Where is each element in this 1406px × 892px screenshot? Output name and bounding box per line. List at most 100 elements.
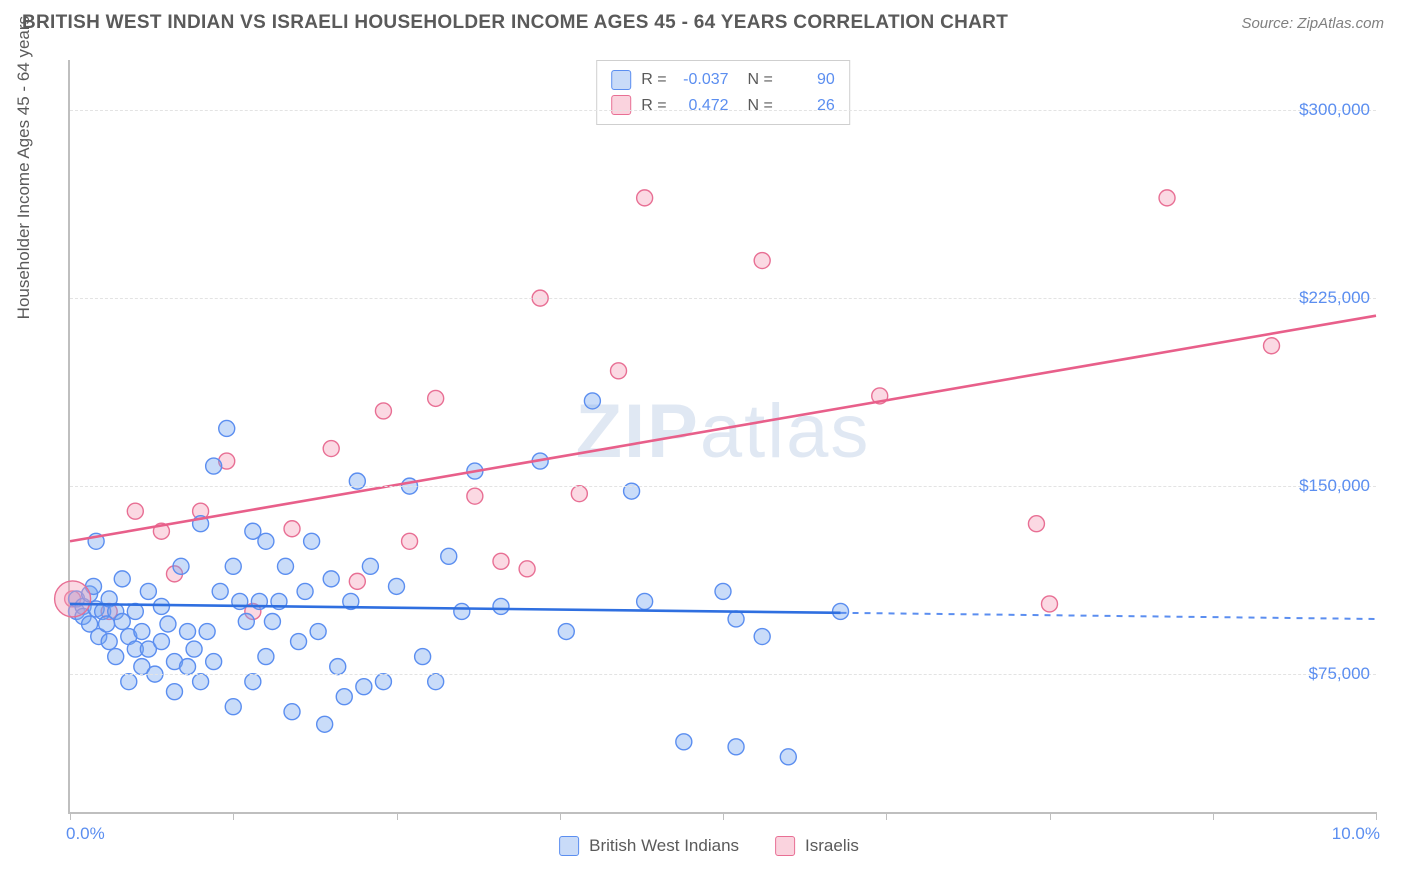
data-point-pink <box>1042 596 1058 612</box>
data-point-blue <box>676 734 692 750</box>
stats-legend-box: R = -0.037 N = 90 R = 0.472 N = 26 <box>596 60 850 125</box>
stat-r-blue: -0.037 <box>677 67 729 93</box>
data-point-blue <box>173 558 189 574</box>
swatch-blue-icon <box>559 836 579 856</box>
stat-r-pink: 0.472 <box>677 93 729 119</box>
data-point-blue <box>245 674 261 690</box>
data-point-blue <box>310 624 326 640</box>
data-point-blue <box>160 616 176 632</box>
data-point-blue <box>330 659 346 675</box>
data-point-pink <box>571 486 587 502</box>
data-point-pink <box>1028 516 1044 532</box>
data-point-blue <box>584 393 600 409</box>
data-point-blue <box>637 593 653 609</box>
swatch-pink-icon <box>611 95 631 115</box>
data-point-blue <box>428 674 444 690</box>
data-point-pink <box>323 441 339 457</box>
data-point-pink <box>493 553 509 569</box>
data-point-blue <box>225 699 241 715</box>
data-point-pink <box>1264 338 1280 354</box>
chart-title: BRITISH WEST INDIAN VS ISRAELI HOUSEHOLD… <box>22 12 1008 34</box>
data-point-blue <box>238 613 254 629</box>
data-point-blue <box>199 624 215 640</box>
data-point-pink <box>637 190 653 206</box>
data-point-blue <box>206 458 222 474</box>
data-point-blue <box>728 739 744 755</box>
data-point-pink <box>519 561 535 577</box>
data-point-blue <box>219 420 235 436</box>
stat-n-blue: 90 <box>783 67 835 93</box>
data-point-blue <box>206 654 222 670</box>
data-point-blue <box>180 624 196 640</box>
data-point-pink <box>375 403 391 419</box>
y-axis-label: Householder Income Ages 45 - 64 years <box>14 16 34 319</box>
n-label: N = <box>739 93 773 119</box>
y-tick-label: $225,000 <box>1299 288 1370 308</box>
data-point-blue <box>715 583 731 599</box>
data-point-blue <box>284 704 300 720</box>
data-point-blue <box>389 578 405 594</box>
data-point-blue <box>336 689 352 705</box>
n-label: N = <box>739 67 773 93</box>
data-point-blue <box>153 634 169 650</box>
swatch-pink-icon <box>775 836 795 856</box>
data-point-blue <box>193 674 209 690</box>
data-point-blue <box>323 571 339 587</box>
data-point-blue <box>108 649 124 665</box>
data-point-blue <box>114 571 130 587</box>
data-point-pink <box>754 253 770 269</box>
data-point-blue <box>297 583 313 599</box>
data-point-blue <box>415 649 431 665</box>
data-point-blue <box>225 558 241 574</box>
data-point-blue <box>258 649 274 665</box>
data-point-pink <box>611 363 627 379</box>
data-point-blue <box>454 603 470 619</box>
data-point-blue <box>134 624 150 640</box>
data-point-blue <box>180 659 196 675</box>
stats-row-pink: R = 0.472 N = 26 <box>611 93 835 119</box>
legend-label-pink: Israelis <box>805 836 859 856</box>
data-point-blue <box>101 634 117 650</box>
data-point-pink <box>1159 190 1175 206</box>
data-point-blue <box>291 634 307 650</box>
plot-area: ZIPatlas R = -0.037 N = 90 R = 0.472 N =… <box>68 60 1376 814</box>
data-point-blue <box>441 548 457 564</box>
data-point-pink <box>467 488 483 504</box>
data-point-blue <box>754 629 770 645</box>
data-point-blue <box>356 679 372 695</box>
stats-row-blue: R = -0.037 N = 90 <box>611 67 835 93</box>
data-point-blue <box>264 613 280 629</box>
data-point-blue <box>558 624 574 640</box>
x-tick-label: 10.0% <box>1332 824 1380 844</box>
data-point-blue <box>375 674 391 690</box>
trend-line <box>70 316 1376 542</box>
x-tick-label: 0.0% <box>66 824 105 844</box>
data-point-blue <box>493 598 509 614</box>
y-tick-label: $150,000 <box>1299 476 1370 496</box>
y-tick-label: $300,000 <box>1299 100 1370 120</box>
data-point-blue <box>140 583 156 599</box>
data-point-blue <box>277 558 293 574</box>
scatter-svg <box>70 60 1376 812</box>
data-point-blue <box>186 641 202 657</box>
chart-container: Householder Income Ages 45 - 64 years ZI… <box>32 50 1386 872</box>
data-point-pink <box>284 521 300 537</box>
data-point-blue <box>258 533 274 549</box>
data-point-blue <box>153 598 169 614</box>
trend-line-dashed <box>841 613 1376 619</box>
data-point-blue <box>780 749 796 765</box>
stat-n-pink: 26 <box>783 93 835 119</box>
data-point-pink <box>402 533 418 549</box>
data-point-blue <box>304 533 320 549</box>
bottom-legend: British West Indians Israelis <box>559 836 859 856</box>
data-point-pink <box>428 390 444 406</box>
data-point-blue <box>212 583 228 599</box>
data-point-pink <box>349 573 365 589</box>
r-label: R = <box>641 93 666 119</box>
data-point-pink-large <box>55 581 91 617</box>
data-point-blue <box>317 716 333 732</box>
data-point-blue <box>728 611 744 627</box>
data-point-pink <box>127 503 143 519</box>
data-point-blue <box>121 674 137 690</box>
swatch-blue-icon <box>611 70 631 90</box>
